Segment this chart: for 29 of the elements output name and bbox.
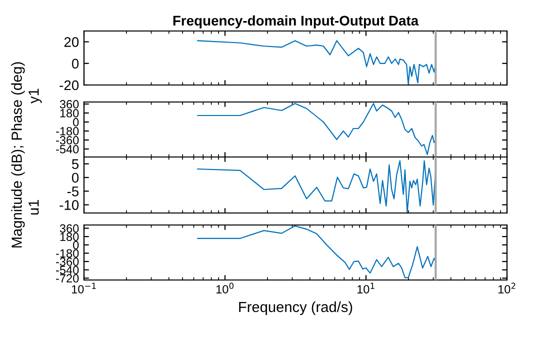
x-tick-label: 10$^{2}$ [498,282,516,294]
y-tick-label: -360 [56,136,79,144]
y-tick-label: -180 [56,249,79,258]
x-tick-label: 10$^{−1}$ [72,282,96,294]
x-tick-label: 10$^{0}$ [216,282,234,294]
y-tick-label: 0 [72,172,79,183]
y-tick-label: -10 [60,200,79,210]
y-axis-title: u1 [28,200,39,215]
y-tick-label: -720 [56,274,79,283]
x-axis-title: Frequency (rad/s) [239,301,352,316]
y-tick-label: -180 [56,127,79,136]
y-tick-label: 180 [60,109,79,118]
y-tick-label: -540 [56,266,79,274]
y-tick-label: 5 [72,159,79,169]
y-tick-label: -540 [56,145,79,154]
y-tick-label: 0 [73,118,79,126]
y-tick-label: 360 [60,100,79,108]
x-tick-label: 10$^{1}$ [357,282,374,294]
y-axis-title: y1 [28,88,42,104]
y-tick-label: 360 [60,224,79,233]
y-tick-label: 0 [73,240,79,250]
y-tick-label: -5 [67,186,79,196]
y-tick-label: 180 [60,232,79,241]
y-tick-label: 20 [64,37,79,47]
chart-title: Frequency-domain Input-Output Data [173,15,419,28]
text: Magnitude (dB); Phase (deg) [11,62,25,248]
y-tick-label: 0 [72,58,79,69]
y-tick-label: -360 [56,258,79,266]
y-tick-label: -20 [60,80,79,90]
